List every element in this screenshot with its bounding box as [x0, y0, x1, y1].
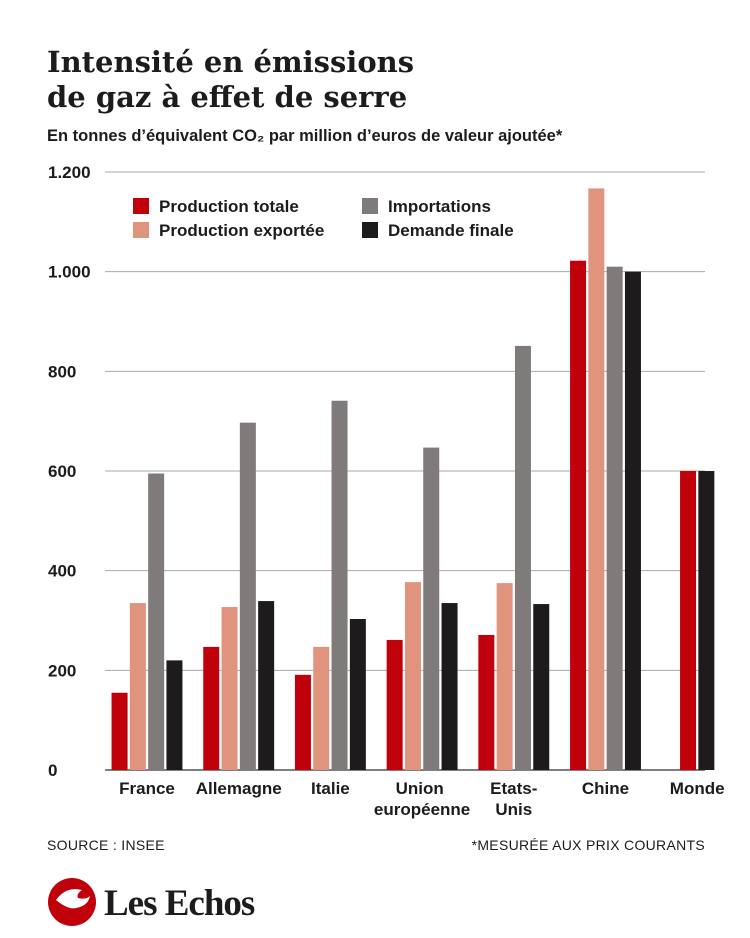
bar: [313, 646, 330, 770]
note: *MESURÉE AUX PRIX COURANTS: [472, 837, 705, 853]
bar: [533, 604, 550, 770]
bar: [588, 188, 605, 770]
y-tick-label: 1.200: [48, 163, 91, 182]
bar: [349, 619, 366, 770]
brand: Les Echos: [104, 883, 255, 924]
bar: [166, 660, 183, 770]
bar: [496, 583, 513, 770]
subtitle: En tonnes d’équivalent CO₂ par million d…: [47, 127, 563, 145]
bar: [441, 603, 458, 770]
x-tick-label: Etats- Unis: [490, 779, 537, 819]
logo: [48, 878, 96, 926]
bar: [423, 447, 440, 770]
bar: [111, 692, 128, 770]
bar: [331, 400, 348, 770]
chart-title: Intensité en émissions: [47, 45, 414, 79]
x-tick-label: Monde: [670, 779, 725, 798]
bar: [680, 471, 697, 770]
bar: [129, 603, 146, 770]
y-tick-label: 0: [48, 761, 57, 780]
y-tick-label: 600: [48, 462, 76, 481]
y-tick-label: 200: [48, 661, 76, 680]
legend-swatch: [362, 222, 378, 238]
legend-label: Production exportée: [159, 221, 324, 240]
y-tick-label: 1.000: [48, 263, 91, 282]
y-tick-label: 400: [48, 562, 76, 581]
legend-label: Importations: [388, 197, 491, 216]
x-tick-line: Union: [396, 779, 449, 798]
legend-swatch: [133, 222, 149, 238]
bar: [478, 634, 495, 770]
x-tick-line: Etats-: [490, 779, 537, 798]
y-tick-label: 800: [48, 362, 76, 381]
legend-swatch: [362, 198, 378, 214]
bar: [386, 639, 403, 770]
x-tick-label: Allemagne: [196, 779, 282, 798]
legend-label: Demande finale: [388, 221, 514, 240]
bar: [148, 473, 165, 770]
x-tick-label: France: [119, 779, 175, 798]
bar: [221, 607, 238, 770]
bar: [606, 266, 623, 770]
source: SOURCE : INSEE: [47, 837, 165, 853]
bar: [294, 674, 311, 770]
x-tick-line: Unis: [495, 800, 532, 819]
bar: [570, 260, 587, 770]
legend-label: Production totale: [159, 197, 299, 216]
bar: [258, 601, 275, 770]
logo-bird: [56, 889, 90, 909]
legend-swatch: [133, 198, 149, 214]
x-tick-label: Italie: [311, 779, 350, 798]
bar: [404, 582, 421, 770]
bar: [698, 471, 715, 770]
x-tick-label: Chine: [582, 779, 629, 798]
x-tick-label: Union européenne: [374, 779, 470, 819]
bar: [239, 422, 256, 770]
chart-title: de gaz à effet de serre: [47, 80, 407, 114]
bar: [624, 271, 641, 770]
bar: [203, 646, 220, 770]
x-tick-line: européenne: [374, 800, 470, 819]
bar: [514, 345, 531, 770]
